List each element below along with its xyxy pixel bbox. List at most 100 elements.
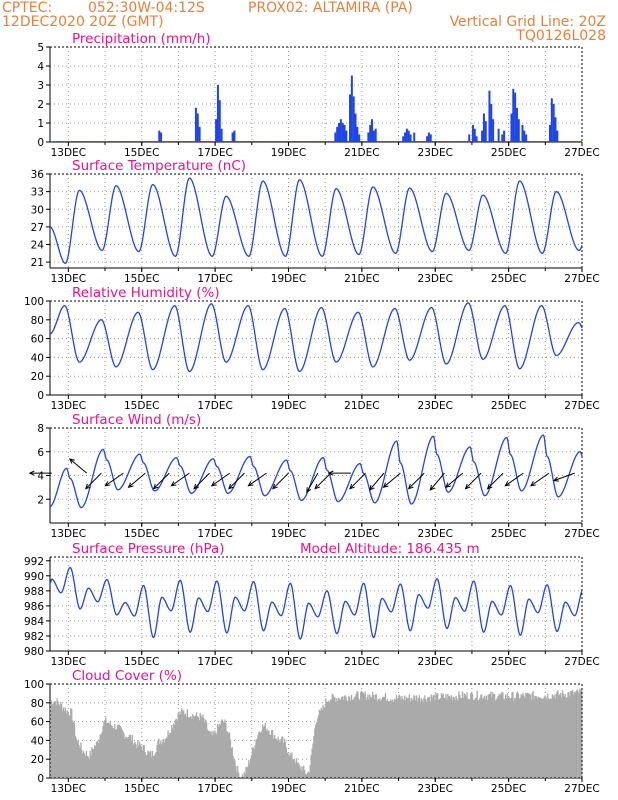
- cloud-cover-bar: [337, 700, 339, 778]
- cloud-cover-bar: [87, 756, 89, 778]
- precip-bar: [574, 141, 577, 142]
- cloud-cover-bar: [431, 697, 433, 778]
- precip-bar: [281, 141, 283, 142]
- cloud-cover-bar: [521, 695, 523, 778]
- precip-bar: [293, 141, 296, 142]
- cloud-cover-bar: [234, 760, 236, 778]
- cloud-cover-bar: [376, 700, 378, 778]
- cloud-cover-bar: [358, 698, 360, 778]
- precip-bar: [424, 141, 426, 142]
- cloud-cover-bar: [523, 695, 525, 778]
- cloud-cover-bar: [291, 752, 293, 778]
- cloud-cover-bar: [570, 690, 572, 778]
- cloud-cover-bar: [146, 755, 148, 778]
- cloud-cover-bar: [464, 694, 466, 778]
- precip-bar: [495, 141, 498, 142]
- cloud-cover-bar: [186, 709, 188, 778]
- wind-vector-arrow: [127, 472, 146, 489]
- cloud-cover-bar: [317, 715, 320, 778]
- cloud-cover-bar: [257, 735, 259, 778]
- cloud-cover-bar: [110, 725, 112, 778]
- precip-bar: [345, 130, 348, 142]
- y-tick-label: 2: [37, 99, 44, 111]
- cloud-cover-bar: [171, 725, 173, 778]
- cloud-cover-bar: [164, 738, 166, 778]
- cloud-cover-bar: [493, 693, 496, 778]
- cloud-cover-bar: [367, 694, 369, 778]
- cloud-cover-bar: [73, 722, 76, 778]
- wind-vector-arrow: [382, 472, 401, 489]
- y-tick-label: 6: [37, 447, 44, 459]
- precip-bar: [191, 141, 193, 142]
- cloud-cover-bar: [59, 705, 61, 778]
- cloud-cover-bar: [197, 717, 199, 778]
- cloud-cover-bar: [440, 693, 443, 778]
- precip-bar: [94, 141, 96, 142]
- precip-bar: [132, 141, 135, 142]
- cloud-cover-bar: [70, 708, 72, 778]
- precip-bar: [383, 141, 386, 142]
- precip-bar: [213, 141, 215, 142]
- cloud-cover-bar: [494, 700, 497, 778]
- cloud-cover-bar: [88, 759, 90, 778]
- precip-bar: [427, 132, 430, 142]
- x-tick-label: 15DEC: [124, 528, 159, 540]
- precip-bar: [470, 141, 472, 142]
- cloud-cover-bar: [508, 697, 510, 778]
- cloud-cover-bar: [62, 707, 65, 778]
- cloud-cover-bar: [371, 697, 373, 778]
- wind-vector-shaft: [128, 472, 146, 488]
- cloud-cover-bar: [512, 691, 514, 778]
- precip-bar: [398, 141, 401, 142]
- cloud-cover-bar: [137, 740, 139, 778]
- precip-bar: [242, 141, 245, 142]
- cloud-cover-bar: [371, 691, 374, 778]
- precip-bar: [503, 130, 506, 142]
- cloud-cover-bar: [315, 724, 317, 778]
- cloud-cover-bar: [244, 774, 246, 778]
- cloud-cover-bar: [303, 765, 305, 778]
- wind-vector-arrow: [314, 472, 332, 490]
- cloud-cover-bar: [470, 692, 472, 778]
- precip-bar: [130, 141, 133, 142]
- cloud-cover-bar: [323, 706, 325, 778]
- cloud-cover-bar: [82, 753, 84, 778]
- cloud-cover-bar: [223, 722, 225, 778]
- cloud-cover-bar: [441, 695, 443, 778]
- cloud-cover-bar: [318, 709, 321, 778]
- precip-bar: [422, 141, 424, 142]
- cloud-cover-bar: [284, 741, 287, 778]
- precip-bar: [484, 121, 487, 142]
- cloud-cover-bar: [301, 771, 303, 778]
- cloud-cover-bar: [452, 696, 454, 778]
- precip-bar: [327, 141, 329, 142]
- wind-speed-line: [49, 434, 583, 509]
- cloud-cover-bar: [415, 700, 417, 778]
- precip-bar: [172, 141, 175, 142]
- cloud-cover-bar: [54, 700, 56, 778]
- cloud-cover-bar: [226, 731, 228, 778]
- precip-bar: [174, 141, 177, 142]
- cloud-cover-bar: [482, 699, 484, 778]
- cloud-cover-bar: [349, 696, 351, 778]
- cloud-cover-bar: [385, 701, 388, 778]
- wind-vector-head: [530, 481, 536, 487]
- cloud-cover-bar: [532, 690, 534, 778]
- cloud-cover-bar: [424, 695, 426, 778]
- y-tick-label: 27: [31, 222, 44, 234]
- wind-vector-shaft: [171, 472, 190, 487]
- wind-vector-shaft: [349, 472, 366, 490]
- precip-bar: [440, 141, 443, 142]
- cloud-cover-bar: [191, 718, 193, 778]
- cloud-cover-bar: [335, 702, 337, 778]
- wind-vector-head: [104, 481, 111, 487]
- precip-bar: [141, 141, 144, 142]
- cloud-cover-bar: [147, 750, 149, 778]
- precip-bar: [257, 141, 259, 142]
- cloud-cover-bar: [419, 701, 421, 778]
- temperature-line: [50, 177, 583, 264]
- cloud-cover-bar: [271, 730, 273, 778]
- cloud-cover-bar: [393, 698, 396, 778]
- precip-bar: [53, 141, 56, 142]
- precip-bar: [545, 141, 547, 142]
